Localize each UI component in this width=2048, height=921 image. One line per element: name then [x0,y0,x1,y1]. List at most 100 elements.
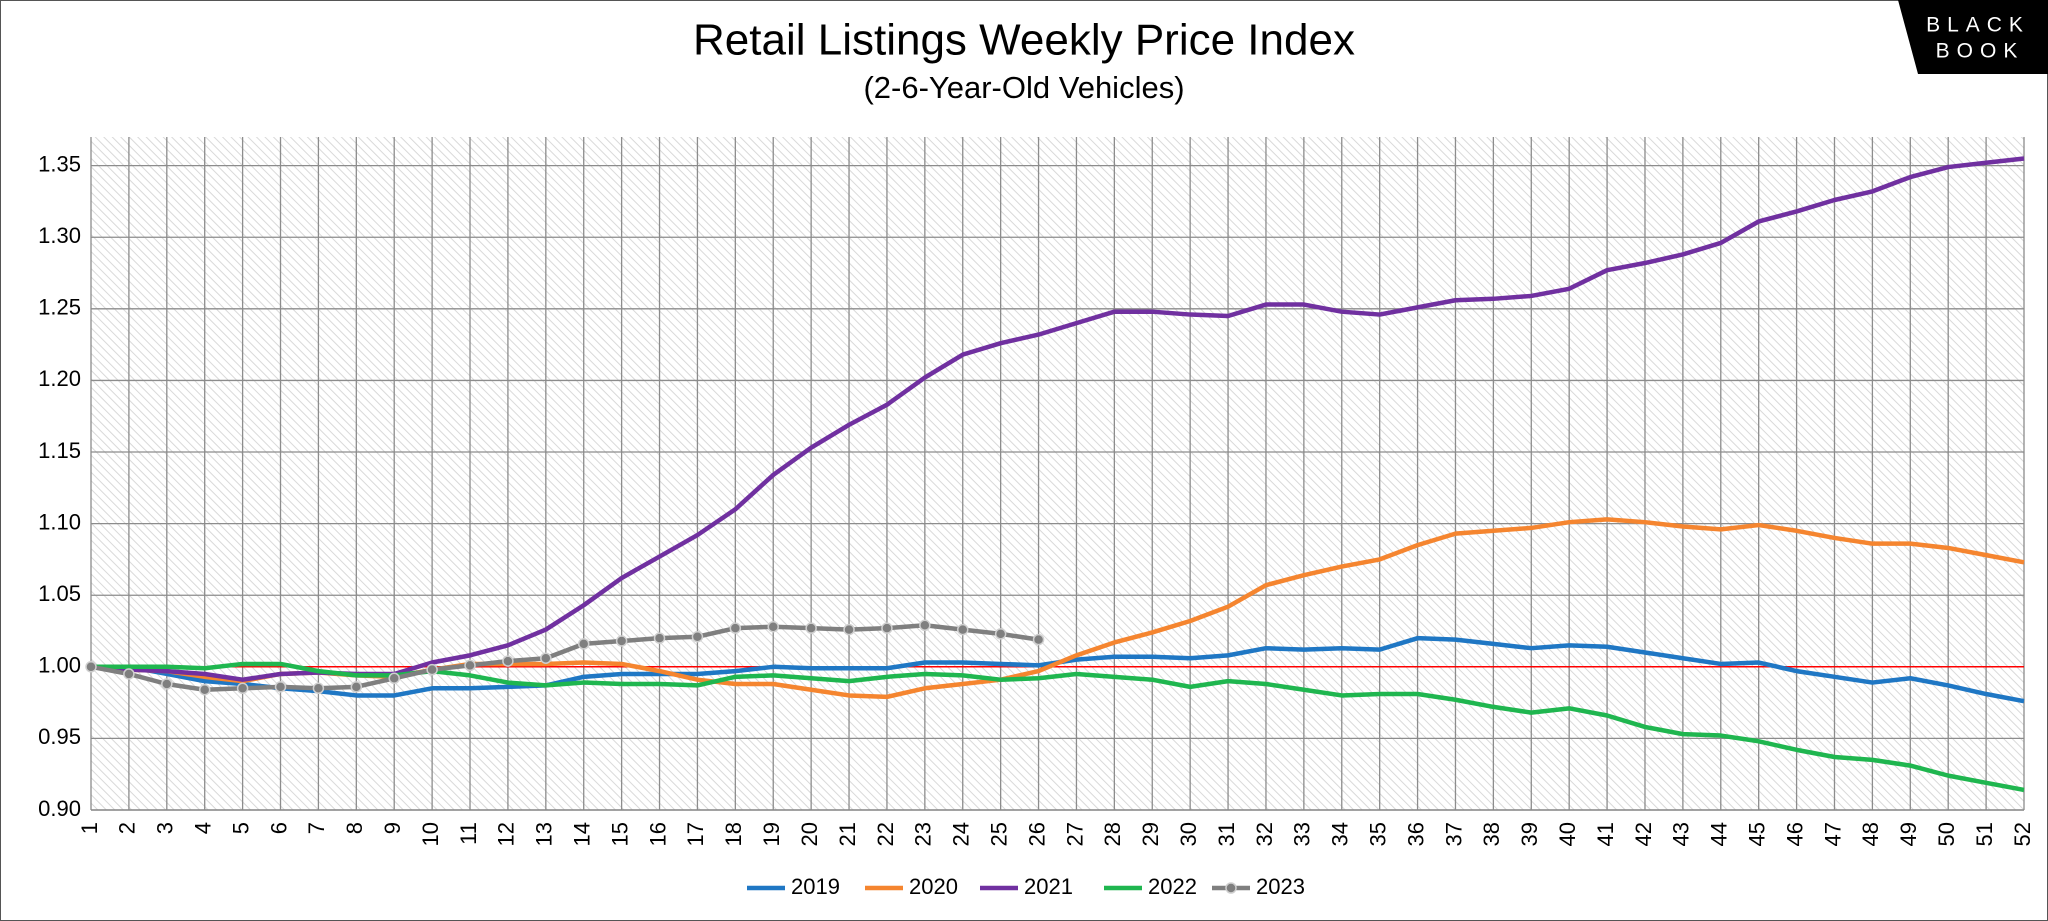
grid [90,137,2025,811]
x-tick-label: 43 [1669,822,1694,846]
logo-box [1898,0,2048,74]
legend-label: 2021 [1024,874,1073,899]
x-tick-label: 46 [1782,822,1807,846]
y-tick-label: 0.90 [38,796,81,821]
x-tick-label: 16 [645,822,670,846]
point [236,682,249,695]
point [919,619,931,632]
point [388,672,400,685]
x-tick-label: 49 [1896,822,1921,846]
y-tick-label: 1.30 [38,223,81,248]
y-tick-label: 1.05 [38,581,81,606]
x-tick-label: 27 [1062,822,1087,846]
x-tick-label: 50 [1934,822,1959,846]
x-tick-label: 2 [115,822,140,834]
x-tick-label: 51 [1972,822,1997,846]
x-tick-label: 40 [1555,822,1580,846]
x-tick-label: 19 [759,822,784,846]
point [653,632,666,644]
x-tick-label: 28 [1100,822,1125,846]
series-line [90,623,1039,692]
logo-text: BOOK [1936,40,2025,63]
point [540,652,552,664]
x-tick-label: 32 [1252,822,1277,846]
x-tick-label: 8 [342,822,367,834]
y-tick-label: 1.25 [38,295,81,320]
point [502,655,514,667]
y-tick-label: 1.35 [38,151,81,176]
x-tick-label: 35 [1365,822,1390,846]
x-tick-label: 23 [911,822,936,846]
x-tick-label: 21 [835,822,860,846]
x-tick-label: 6 [266,822,291,834]
x-tick-label: 48 [1858,822,1883,846]
point [577,638,590,650]
x-tick-label: 38 [1479,822,1504,846]
point [350,681,363,693]
x-tick-label: 25 [986,822,1011,846]
y-tick-label: 1.15 [38,438,81,463]
x-tick-label: 3 [153,822,178,834]
y-tick-label: 0.95 [38,724,81,749]
legend-label: 2020 [909,874,958,899]
y-tick-label: 1.00 [38,653,81,678]
axis-labels: 0.90 0.95 1.00 1.05 1.10 1.15 1.20 1.25 1.30 1.35… [38,151,2035,846]
x-tick-label: 7 [304,822,329,834]
x-tick-label: 12 [494,822,519,846]
point [994,628,1007,640]
x-tick-label: 18 [721,822,746,846]
point [274,681,287,693]
x-tick-label: 42 [1631,822,1656,846]
x-tick-label: 5 [228,822,253,834]
x-tick-label: 34 [1328,822,1353,846]
x-tick-label: 11 [456,822,481,845]
point [691,630,704,643]
point [464,659,476,672]
point [426,663,438,676]
legend-label: 2019 [791,874,840,899]
point [843,623,855,636]
x-tick-label: 36 [1403,822,1428,846]
x-tick-label: 10 [418,822,443,846]
point [767,620,779,633]
point [312,682,325,695]
legend-marker [1225,882,1237,894]
point [161,678,173,690]
point [729,622,742,634]
series-line [90,156,2025,682]
x-tick-label: 52 [2010,822,2035,846]
x-tick-label: 9 [380,822,405,834]
x-tick-label: 29 [1138,822,1163,846]
x-tick-label: 33 [1290,822,1315,846]
x-tick-label: 41 [1593,822,1618,846]
point [1032,633,1045,646]
x-tick-label: 22 [873,822,898,846]
x-tick-label: 45 [1744,822,1769,846]
x-tick-label: 26 [1024,822,1049,846]
legend: 2019 2020 2021 2022 2023 [747,874,1305,899]
x-tick-label: 30 [1176,822,1201,846]
x-tick-label: 15 [607,822,632,846]
legend-label: 2023 [1256,874,1305,899]
y-tick-label: 1.10 [38,509,81,534]
point [198,683,211,696]
point [85,661,97,673]
chart-subtitle: (2-6-Year-Old Vehicles) [863,70,1184,105]
x-tick-label: 4 [191,822,216,834]
legend-label: 2022 [1148,874,1197,899]
x-tick-label: 44 [1707,822,1732,846]
x-tick-label: 14 [570,822,595,846]
point [123,668,135,680]
chart-title: Retail Listings Weekly Price Index [693,16,1355,65]
series-lines [85,156,2025,793]
x-tick-label: 47 [1820,822,1845,846]
x-tick-label: 13 [532,822,557,846]
x-tick-label: 24 [949,822,974,846]
point [805,622,817,634]
x-tick-label: 17 [683,822,708,846]
point [956,623,969,636]
x-tick-label: 39 [1517,822,1542,846]
x-tick-label: 1 [77,822,102,834]
y-tick-label: 1.20 [38,366,81,391]
